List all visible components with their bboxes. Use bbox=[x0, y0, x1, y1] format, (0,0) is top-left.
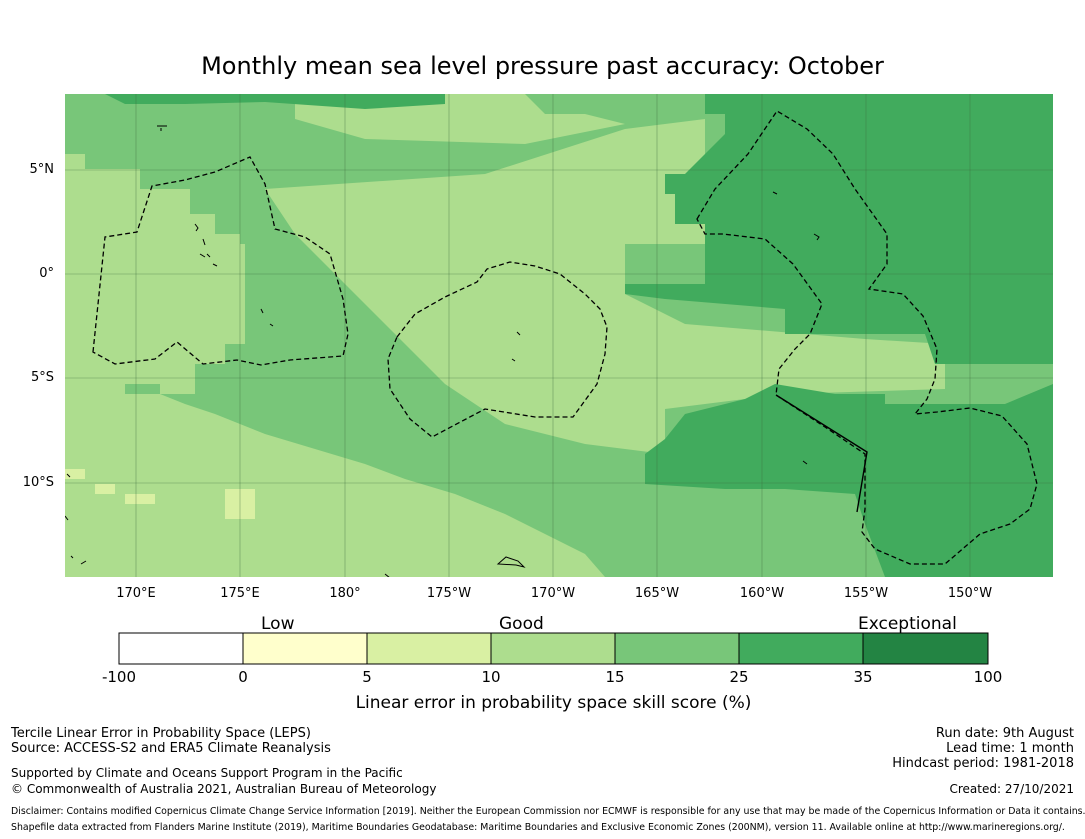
colorbar-swatch-3 bbox=[491, 633, 615, 664]
lead-time: Lead time: 1 month bbox=[946, 741, 1074, 756]
colorbar-tick: 0 bbox=[238, 668, 248, 686]
footer-method: Tercile Linear Error in Probability Spac… bbox=[11, 726, 311, 741]
lon-label-155w: 155°W bbox=[843, 586, 889, 601]
colorbar-swatch-5 bbox=[739, 633, 863, 664]
graticule bbox=[65, 94, 1053, 577]
map-title: Monthly mean sea level pressure past acc… bbox=[201, 52, 884, 80]
hindcast-period: Hindcast period: 1981-2018 bbox=[892, 756, 1074, 771]
lon-label-150w: 150°W bbox=[947, 586, 993, 601]
lat-label-10s: 10°S bbox=[22, 475, 54, 490]
lon-label-170e: 170°E bbox=[116, 586, 156, 601]
colorbar-tick: 15 bbox=[605, 668, 625, 686]
colorbar-tick: -100 bbox=[101, 668, 137, 686]
skill-region-10-15-south bbox=[65, 384, 605, 577]
lat-label-5s: 5°S bbox=[30, 370, 54, 385]
lat-label-0: 0° bbox=[39, 266, 54, 281]
lon-label-180: 180° bbox=[329, 586, 361, 601]
colorbar-tick: 5 bbox=[362, 668, 372, 686]
colorbar-tick: 100 bbox=[973, 668, 1003, 686]
colorbar-swatch-4 bbox=[615, 633, 739, 664]
skill-map bbox=[65, 94, 1053, 577]
colorbar-tick: 35 bbox=[853, 668, 873, 686]
skill-region-25-35-top bbox=[105, 94, 445, 109]
colorbar-label: Linear error in probability space skill … bbox=[355, 693, 752, 713]
lon-label-175w: 175°W bbox=[426, 586, 472, 601]
eez-boundary-west bbox=[92, 156, 349, 366]
skill-region-10-15-center bbox=[265, 119, 945, 454]
created-date: Created: 27/10/2021 bbox=[949, 782, 1074, 796]
category-low: Low bbox=[261, 614, 295, 634]
skill-region-25-35-northeast bbox=[625, 94, 1053, 364]
colorbar-swatch-2 bbox=[367, 633, 491, 664]
footer-copyright: © Commonwealth of Australia 2021, Austra… bbox=[11, 782, 437, 796]
colorbar-swatch-6 bbox=[863, 633, 988, 664]
disclaimer: Disclaimer: Contains modified Copernicus… bbox=[11, 806, 1085, 817]
category-exceptional: Exceptional bbox=[858, 614, 957, 634]
lon-label-165w: 165°W bbox=[634, 586, 680, 601]
footer-source: Source: ACCESS-S2 and ERA5 Climate Reana… bbox=[11, 741, 331, 756]
lat-label-5n: 5°N bbox=[29, 162, 55, 177]
maritime-boundary-solid bbox=[775, 394, 868, 513]
shapefile-credit: Shapefile data extracted from Flanders M… bbox=[11, 822, 1065, 833]
skill-region-5-10 bbox=[65, 469, 255, 519]
colorbar-swatch-1 bbox=[243, 633, 367, 664]
footer-support: Supported by Climate and Oceans Support … bbox=[11, 766, 403, 780]
islands bbox=[65, 125, 820, 577]
colorbar-tick: 10 bbox=[481, 668, 501, 686]
colorbar bbox=[118, 632, 989, 665]
colorbar-swatch-0 bbox=[119, 633, 243, 664]
eez-boundary-east bbox=[696, 110, 1038, 565]
lon-label-160w: 160°W bbox=[739, 586, 785, 601]
skill-region-25-35-southeast bbox=[645, 384, 1053, 577]
lon-label-170w: 170°W bbox=[530, 586, 576, 601]
colorbar-tick: 25 bbox=[729, 668, 749, 686]
eez-boundary-central bbox=[387, 261, 608, 438]
lon-label-175e: 175°E bbox=[220, 586, 260, 601]
run-date: Run date: 9th August bbox=[935, 726, 1074, 741]
category-good: Good bbox=[499, 614, 544, 634]
